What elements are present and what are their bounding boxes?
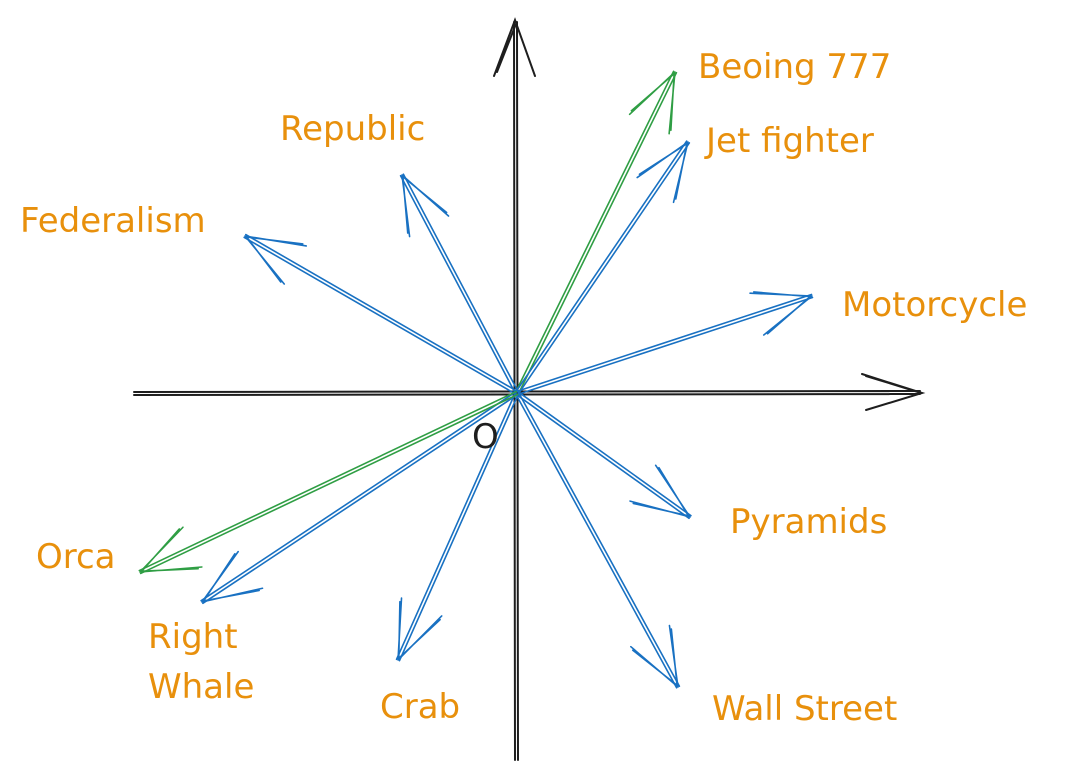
vector-federalism-arrowhead <box>244 235 308 285</box>
vector-right-whale-shaft <box>200 390 519 605</box>
vector-motorcycle-shaft <box>515 293 814 396</box>
vectors-group <box>138 70 814 689</box>
vector-pyramids-shaft <box>515 390 692 520</box>
vector-pyramids <box>515 390 692 520</box>
vector-wall-street-label: Wall Street <box>712 689 897 729</box>
vector-republic-label: Republic <box>280 109 425 149</box>
origin-label: O <box>472 417 499 457</box>
vector-crab <box>395 391 520 662</box>
labels-group: Beoing 777 Jet fighter Republic Federalism M… <box>20 47 1027 729</box>
vector-wall-street <box>514 391 681 689</box>
vector-crab-arrowhead <box>397 597 443 661</box>
vector-federalism <box>243 233 519 396</box>
vector-orca-label: Orca <box>36 537 116 577</box>
vector-boeing-777-shaft <box>514 70 678 395</box>
vector-republic <box>399 173 520 395</box>
vector-right-whale-label-1: Right <box>148 617 238 657</box>
vector-jet-fighter <box>514 140 691 395</box>
vector-boeing-777 <box>514 70 678 395</box>
vector-jet-fighter-shaft <box>514 140 691 395</box>
vector-jet-fighter-arrowhead <box>636 141 689 204</box>
vector-pyramids-label: Pyramids <box>730 502 887 542</box>
vector-orca <box>138 390 519 575</box>
vector-right-whale-arrowhead <box>201 550 264 603</box>
vector-pyramids-arrowhead <box>629 464 691 518</box>
vector-wall-street-shaft <box>514 391 681 689</box>
vector-motorcycle <box>515 291 814 396</box>
vector-jet-fighter-label: Jet fighter <box>704 121 874 161</box>
vector-republic-arrowhead <box>401 174 450 238</box>
vector-crab-shaft <box>395 391 520 662</box>
vector-boeing-777-label: Beoing 777 <box>698 47 891 87</box>
vector-right-whale-label-2: Whale <box>148 667 254 707</box>
vector-orca-shaft <box>138 390 519 575</box>
vector-right-whale <box>200 390 519 605</box>
vector-orca-arrowhead <box>139 526 203 573</box>
vector-boeing-777-arrowhead <box>628 71 676 135</box>
vector-republic-shaft <box>399 173 520 395</box>
vector-wall-street-arrowhead <box>630 624 679 688</box>
vector-federalism-label: Federalism <box>20 201 206 241</box>
vector-motorcycle-arrowhead <box>749 291 813 336</box>
vector-motorcycle-label: Motorcycle <box>842 285 1027 325</box>
vector-federalism-shaft <box>243 233 519 396</box>
vector-crab-label: Crab <box>380 687 460 727</box>
